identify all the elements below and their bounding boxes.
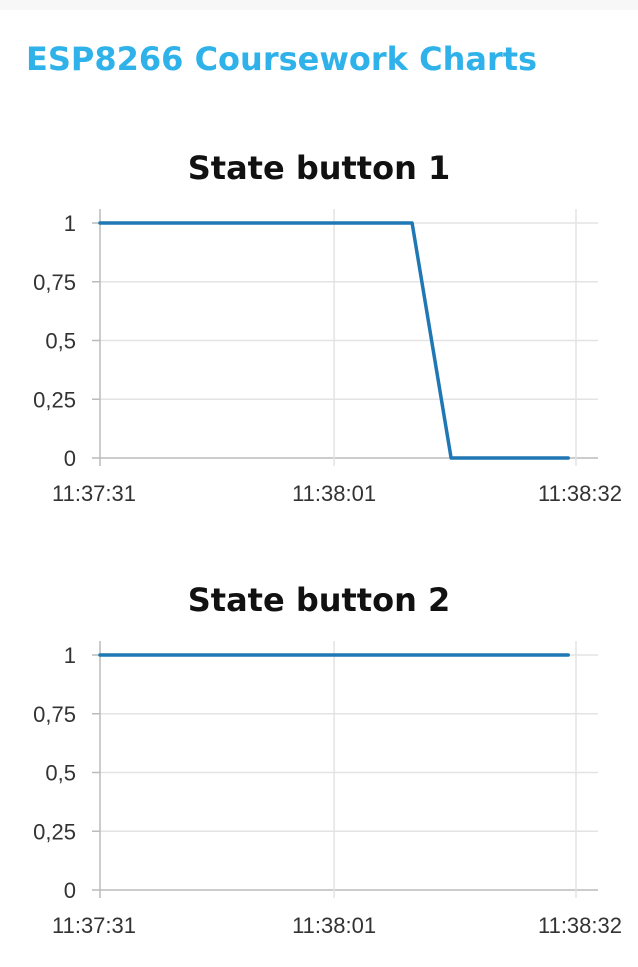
top-strip xyxy=(0,0,638,10)
y-tick-label: 0 xyxy=(64,446,76,471)
chart-state-button-1: State button 1 0 0,25 0,5 0,75 1 11:37:31 11:38… xyxy=(0,135,638,515)
x-tick-label: 11:37:31 xyxy=(52,481,136,506)
series-line xyxy=(98,221,570,460)
y-tick-label: 0,25 xyxy=(33,819,76,844)
page-title: ESP8266 Coursework Charts xyxy=(26,40,538,78)
y-tick-label: 0,25 xyxy=(33,387,76,412)
chart-title: State button 1 xyxy=(188,149,451,187)
x-tick-label: 11:38:32 xyxy=(538,481,622,506)
chart-svg: State button 2 0 0,25 0,5 0,75 1 11:37:31 11:38… xyxy=(33,581,622,938)
chart-title: State button 2 xyxy=(188,581,451,619)
y-tick-label: 0,5 xyxy=(45,761,76,786)
x-tick-label: 11:38:32 xyxy=(538,913,622,938)
y-tick-label: 0,75 xyxy=(33,270,76,295)
x-tick-label: 11:38:01 xyxy=(292,481,376,506)
y-tick-label: 1 xyxy=(64,211,76,236)
y-tick-label: 0,5 xyxy=(45,329,76,354)
chart-state-button-2: State button 2 0 0,25 0,5 0,75 1 11:37:31 11:38… xyxy=(0,567,638,947)
x-tick-label: 11:38:01 xyxy=(292,913,376,938)
y-tick-label: 1 xyxy=(64,643,76,668)
y-tick-label: 0,75 xyxy=(33,702,76,727)
y-tick-label: 0 xyxy=(64,878,76,903)
chart-svg: State button 1 0 0,25 0,5 0,75 1 11:37:31 11:38… xyxy=(33,149,622,506)
x-tick-label: 11:37:31 xyxy=(52,913,136,938)
